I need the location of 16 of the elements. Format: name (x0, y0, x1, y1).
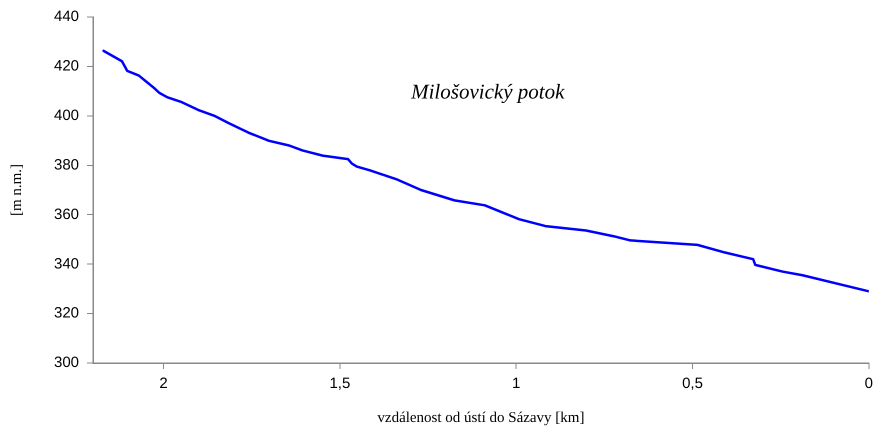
y-tick-label: 420 (54, 58, 80, 75)
y-tick-label: 320 (54, 304, 80, 322)
x-tick-label: 0 (864, 375, 873, 392)
y-tick-label: 300 (54, 354, 80, 372)
y-axis-title: [m n.m.] (8, 164, 25, 216)
x-tick-label: 2 (159, 375, 168, 392)
y-tick-label: 400 (54, 107, 80, 124)
annotation: Milošovický potok (410, 80, 566, 104)
x-tick-label: 1,5 (329, 375, 350, 392)
y-tick-label: 380 (54, 156, 80, 174)
x-tick-label: 0,5 (682, 375, 703, 392)
y-tick-label: 440 (54, 8, 80, 26)
y-tick-label: 340 (54, 255, 80, 272)
x-axis-title: vzdálenost od ústí do Sázavy [km] (377, 410, 584, 426)
x-tick-label: 1 (512, 375, 520, 392)
y-tick-label: 360 (54, 206, 80, 223)
